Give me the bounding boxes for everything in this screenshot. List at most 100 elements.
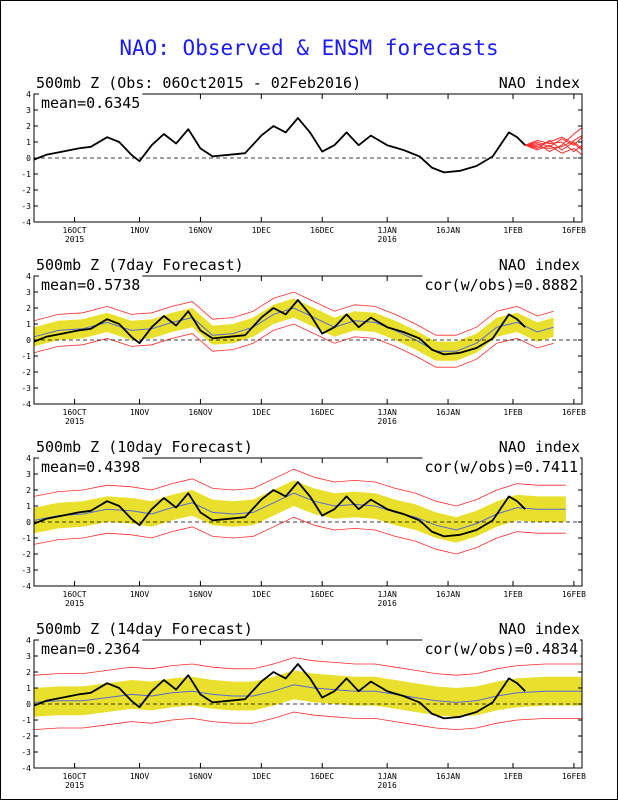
x-tick-label: 16OCT <box>63 772 87 781</box>
ensemble-member-line <box>525 139 583 153</box>
x-tick-label: 16OCT <box>63 226 87 235</box>
mean-annotation: mean=0.6345 <box>41 94 140 112</box>
panel-title: 500mb Z (Obs: 06Oct2015 - 02Feb2016) <box>36 74 361 92</box>
x-tick-label: 16OCT <box>63 408 87 417</box>
x-tick-label: 16NOV <box>188 226 212 235</box>
correlation-annotation: cor(w/obs)=0.4834 <box>424 640 578 658</box>
ensemble-mean-line <box>33 307 554 352</box>
x-tick-label: 1FEB <box>503 590 522 599</box>
x-tick-label: 1FEB <box>503 772 522 781</box>
x-tick-label: 1NOV <box>130 408 149 417</box>
y-tick-label: 1 <box>26 138 31 147</box>
ensemble-spread-band <box>34 480 566 543</box>
x-tick-label: 1FEB <box>503 226 522 235</box>
y-tick-label: -1 <box>21 352 31 361</box>
y-tick-label: 4 <box>26 636 31 645</box>
x-tick-label: 1FEB <box>503 408 522 417</box>
mean-annotation: mean=0.4398 <box>41 458 140 476</box>
ensemble-mean-line <box>33 492 566 531</box>
x-tick-year: 2016 <box>378 235 397 244</box>
chart-panel-10day: 500mb Z (10day Forecast) NAO index 4 3 2 1 0 -1… <box>21 438 586 608</box>
x-tick-label: 16DEC <box>310 226 334 235</box>
correlation-annotation-box <box>422 275 580 295</box>
x-tick-label: 16JAN <box>436 226 460 235</box>
y-tick-label: 4 <box>26 90 31 99</box>
y-tick-label: -2 <box>21 550 31 559</box>
ensemble-spread-band <box>34 298 554 361</box>
ensemble-member-line <box>525 144 583 156</box>
y-tick-label: 1 <box>26 502 31 511</box>
ensemble-member-line <box>525 127 583 153</box>
panel-right-label: NAO index <box>499 256 580 274</box>
x-tick-year: 2015 <box>65 599 84 608</box>
x-tick-label: 16JAN <box>436 590 460 599</box>
x-tick-label: 1DEC <box>252 408 271 417</box>
correlation-annotation: cor(w/obs)=0.8882 <box>424 276 578 294</box>
ensemble-member-line <box>525 136 583 151</box>
x-tick-label: 16NOV <box>188 408 212 417</box>
y-tick-label: 1 <box>26 320 31 329</box>
y-tick-label: 2 <box>26 668 31 677</box>
x-tick-year: 2016 <box>378 599 397 608</box>
chart-panel-14day: 500mb Z (14day Forecast) NAO index 4 3 2 1 0 -1… <box>21 620 586 790</box>
y-tick-label: 3 <box>26 652 31 661</box>
x-tick-label: 1JAN <box>378 772 397 781</box>
y-tick-label: 0 <box>26 700 31 709</box>
panel-title: 500mb Z (10day Forecast) <box>36 438 253 456</box>
x-tick-label: 16DEC <box>310 590 334 599</box>
x-tick-label: 16FEB <box>562 226 586 235</box>
mean-annotation-box <box>39 275 143 295</box>
panel-title: 500mb Z (7day Forecast) <box>36 256 244 274</box>
x-tick-label: 16FEB <box>562 408 586 417</box>
y-tick-label: 2 <box>26 122 31 131</box>
y-tick-label: 4 <box>26 272 31 281</box>
y-tick-label: -3 <box>21 566 31 575</box>
x-tick-year: 2015 <box>65 417 84 426</box>
mean-annotation-box <box>39 457 143 477</box>
ensemble-lower-envelope <box>33 323 554 368</box>
chart-panel-7day: 500mb Z (7day Forecast) NAO index 4 3 2 1 0 -1 -… <box>21 256 586 426</box>
ensemble-member-line <box>525 139 583 151</box>
y-tick-label: -3 <box>21 202 31 211</box>
ensemble-spread-band <box>34 670 582 717</box>
y-tick-label: 3 <box>26 288 31 297</box>
ensemble-member-line <box>525 135 583 149</box>
x-tick-year: 2015 <box>65 235 84 244</box>
correlation-annotation-box <box>422 639 580 659</box>
x-tick-label: 16FEB <box>562 772 586 781</box>
ensemble-lower-envelope <box>33 711 582 731</box>
observed-nao-line <box>33 117 526 174</box>
mean-annotation-box <box>39 639 143 659</box>
y-tick-label: 1 <box>26 684 31 693</box>
y-tick-label: 0 <box>26 518 31 527</box>
y-tick-label: -4 <box>21 582 31 591</box>
y-tick-label: 0 <box>26 336 31 345</box>
mean-annotation-box <box>39 93 143 113</box>
panel-right-label: NAO index <box>499 438 580 456</box>
mean-annotation: mean=0.2364 <box>41 640 140 658</box>
correlation-annotation-box <box>422 457 580 477</box>
x-tick-label: 16DEC <box>310 408 334 417</box>
x-tick-label: 1NOV <box>130 772 149 781</box>
ensemble-mean-line <box>33 684 582 703</box>
x-tick-label: 1DEC <box>252 226 271 235</box>
x-tick-label: 1NOV <box>130 226 149 235</box>
ensemble-upper-envelope <box>33 468 566 507</box>
observed-nao-line <box>33 663 526 720</box>
x-tick-label: 16DEC <box>310 772 334 781</box>
ensemble-upper-envelope <box>33 291 554 336</box>
y-tick-label: -2 <box>21 368 31 377</box>
x-tick-label: 16NOV <box>188 772 212 781</box>
panel-right-label: NAO index <box>499 620 580 638</box>
x-tick-label: 1DEC <box>252 772 271 781</box>
x-tick-label: 1JAN <box>378 408 397 417</box>
x-tick-label: 1JAN <box>378 226 397 235</box>
y-tick-label: -1 <box>21 534 31 543</box>
observed-nao-line <box>33 481 526 538</box>
x-tick-label: 1NOV <box>130 590 149 599</box>
panel-title: 500mb Z (14day Forecast) <box>36 620 253 638</box>
y-tick-label: -3 <box>21 384 31 393</box>
correlation-annotation: cor(w/obs)=0.7411 <box>424 458 578 476</box>
y-tick-label: -4 <box>21 764 31 773</box>
x-tick-year: 2015 <box>65 781 84 790</box>
